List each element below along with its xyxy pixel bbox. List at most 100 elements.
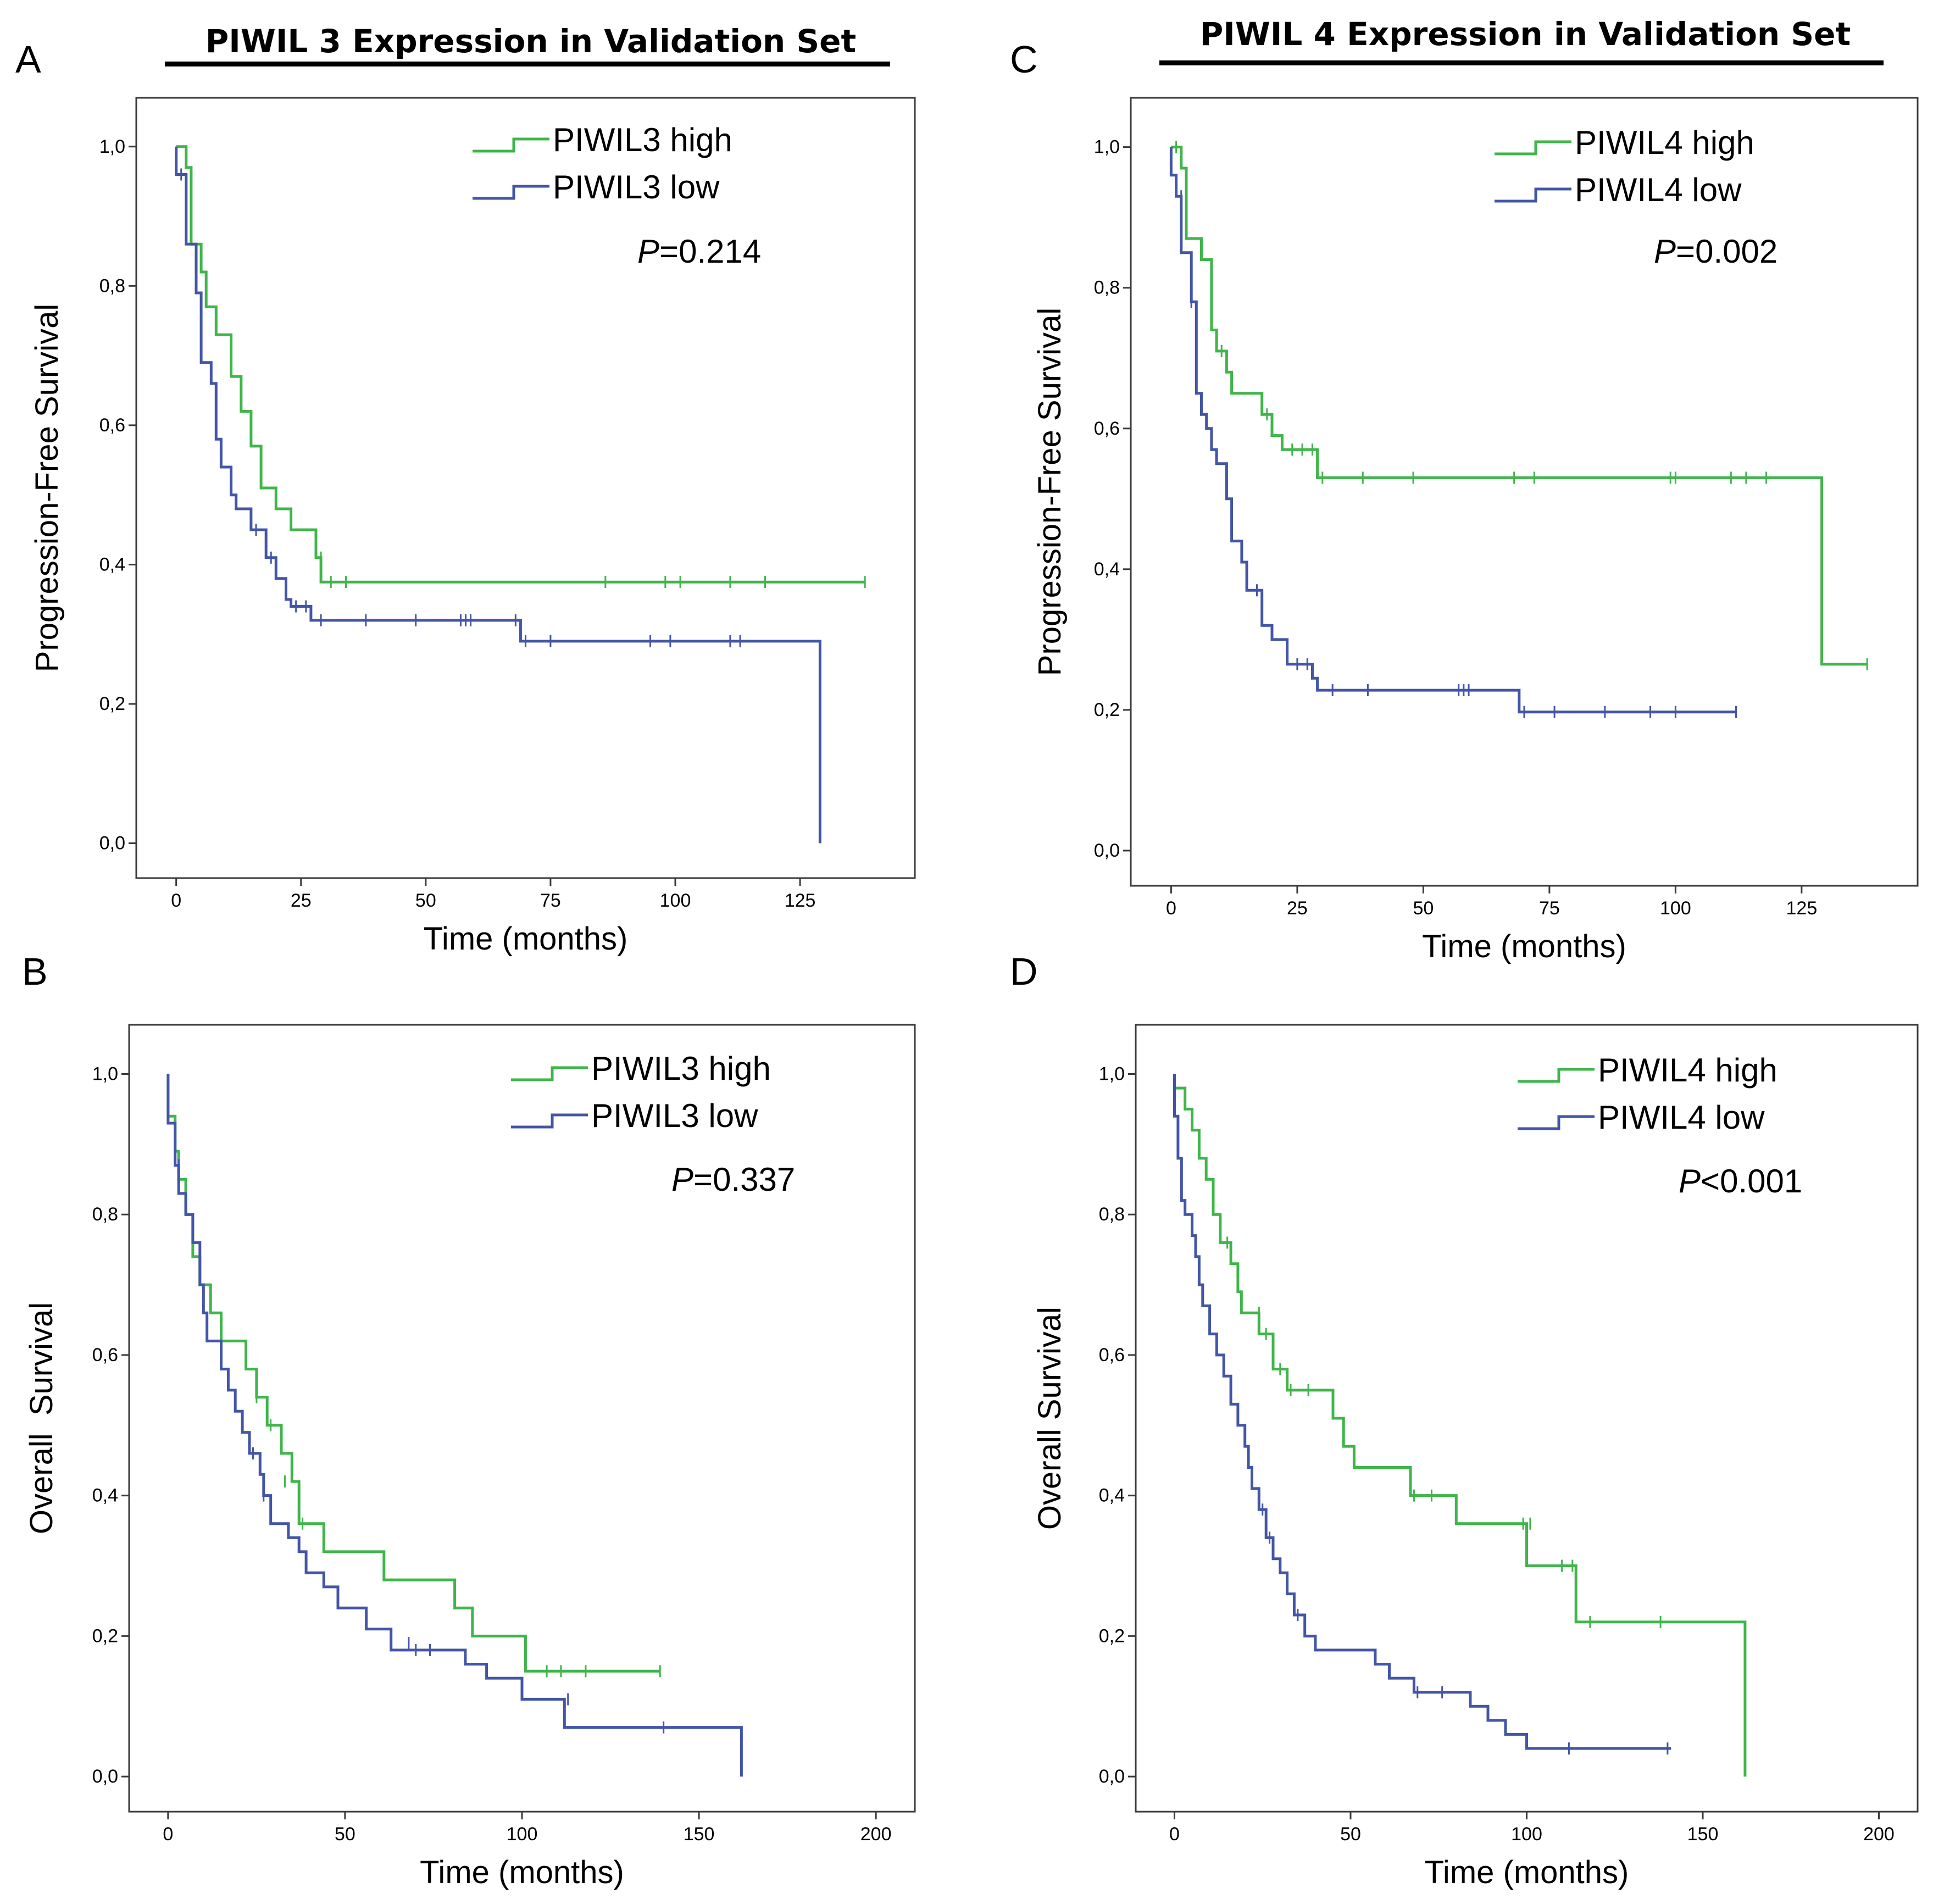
panel-letter-a: A [15,38,41,81]
x-tick-label: 100 [660,890,691,911]
y-tick-label: 0,2 [99,693,125,714]
x-tick-label: 100 [1511,1824,1542,1845]
x-tick-label: 0 [1166,898,1176,919]
y-axis-title: Overall Survival [1032,1307,1068,1530]
x-axis-title: Time (months) [1425,1855,1629,1890]
y-tick-label: 0,0 [92,1766,118,1787]
y-tick-label: 1,0 [99,136,125,157]
x-tick-label: 50 [335,1824,356,1845]
legend-swatch [1495,140,1571,156]
legend-label: PIWIL3 low [591,1097,758,1134]
y-tick-label: 0,2 [92,1625,118,1646]
panel-a: A 0,0 0,2 0,4 0,6 0,8 1,0 0 25 50 75 100 125 Time (m… [15,38,916,957]
survival-curve-high [176,145,865,584]
y-tick-label: 0,4 [1099,1485,1125,1506]
x-tick-label: 25 [1287,898,1308,919]
column-title-right: PIWIL 4 Expression in Validation Set [1200,15,1851,53]
legend-label: PIWIL3 high [553,121,732,158]
x-tick-label: 50 [1340,1824,1361,1845]
x-axis-title: Time (months) [1422,929,1626,964]
y-tick-label: 0,0 [1094,840,1120,861]
survival-curve-low [1173,1074,1671,1750]
legend-label: PIWIL4 low [1598,1099,1765,1136]
y-axis-title: Progression-Free Survival [1032,308,1068,676]
p-value-letter: P [1679,1163,1701,1200]
plot-frame [1130,97,1919,887]
survival-curve-low [175,146,821,843]
x-tick-label: 100 [507,1824,538,1845]
legend-swatch [473,185,549,200]
y-tick-label: 0,8 [92,1204,118,1225]
y-tick-label: 0,6 [99,415,125,436]
panel-c: C 0,0 0,2 0,4 0,6 0,8 1,0 0 25 50 75 100 125 Time (m… [1010,38,1919,964]
y-tick-label: 0,2 [1099,1625,1125,1646]
y-tick-label: 1,0 [1099,1064,1125,1085]
x-tick-label: 200 [1863,1824,1895,1845]
p-value-annotation: P<0.001 [1679,1163,1802,1200]
column-title-right-underline [1159,60,1884,65]
x-tick-label: 0 [171,890,181,911]
x-tick-label: 0 [1169,1824,1180,1845]
x-axis-title: Time (months) [424,921,628,957]
p-value-annotation: P=0.337 [671,1161,795,1198]
p-value-letter: P [637,233,659,270]
legend-swatch [1518,1115,1595,1130]
survival-curve-low [1169,147,1736,714]
panel-letter-b: B [22,950,48,993]
y-tick-label: 0,4 [92,1485,118,1506]
y-tick-label: 0,0 [1099,1766,1125,1787]
y-tick-label: 0,2 [1094,700,1120,720]
y-axis-title: Progression-Free Survival [29,304,65,672]
legend-swatch [1518,1068,1595,1083]
p-value-number: =0.214 [659,233,761,270]
chart-a: 0,0 0,2 0,4 0,6 0,8 1,0 0 25 50 75 100 125 Time (mon… [29,97,916,957]
panel-letter-d: D [1010,950,1038,993]
column-title-left-underline [165,62,890,66]
survival-curve-low [166,1074,743,1777]
p-value-annotation: P=0.214 [637,233,761,270]
survival-curve-high [1171,146,1868,666]
y-tick-label: 0,4 [1094,559,1120,580]
legend-label: PIWIL4 low [1575,171,1742,208]
x-tick-label: 50 [415,890,436,911]
x-tick-label: 50 [1413,898,1434,919]
x-tick-label: 125 [1786,898,1818,919]
y-tick-label: 1,0 [1094,137,1120,158]
legend-label: PIWIL4 high [1575,124,1754,161]
p-value-letter: P [1654,233,1676,270]
p-value-number: <0.001 [1701,1163,1802,1200]
y-tick-label: 0,8 [99,275,125,296]
plot-frame [1135,1024,1919,1813]
survival-curve-high [166,1074,660,1673]
chart-b: 0,0 0,2 0,4 0,6 0,8 1,0 0 50 100 150 200 Time (mont… [24,1024,916,1890]
legend-label: PIWIL3 high [591,1050,771,1087]
x-tick-label: 75 [1539,898,1560,919]
y-tick-label: 1,0 [92,1064,118,1085]
x-tick-label: 125 [785,890,816,911]
panel-b: B 0,0 0,2 0,4 0,6 0,8 1,0 0 50 100 150 200 Time (mo… [22,950,916,1890]
x-tick-label: 75 [540,890,561,911]
y-tick-label: 0,6 [1099,1345,1125,1365]
y-tick-label: 0,6 [1094,418,1120,439]
y-tick-label: 0,8 [1099,1204,1125,1225]
survival-curve-high [1173,1074,1747,1777]
y-tick-label: 0,8 [1094,277,1120,298]
x-tick-label: 200 [860,1824,892,1845]
x-tick-label: 150 [1687,1824,1719,1845]
chart-d: 0,0 0,2 0,4 0,6 0,8 1,0 0 50 100 150 200 Time (mont… [1032,1024,1919,1890]
x-tick-label: 150 [684,1824,715,1845]
y-tick-label: 0,0 [99,833,125,854]
p-value-number: =0.002 [1676,233,1778,270]
legend-swatch [1495,187,1571,203]
x-axis-title: Time (months) [420,1855,624,1890]
p-value-letter: P [671,1161,693,1198]
panel-d: D 0,0 0,2 0,4 0,6 0,8 1,0 0 50 100 150 200 Time (mo… [1010,950,1919,1890]
legend-swatch [473,137,549,153]
legend-label: PIWIL3 low [553,169,720,206]
legend-swatch [511,1113,588,1129]
x-tick-label: 25 [291,890,312,911]
legend-label: PIWIL4 high [1598,1052,1778,1089]
plot-frame [135,97,916,879]
